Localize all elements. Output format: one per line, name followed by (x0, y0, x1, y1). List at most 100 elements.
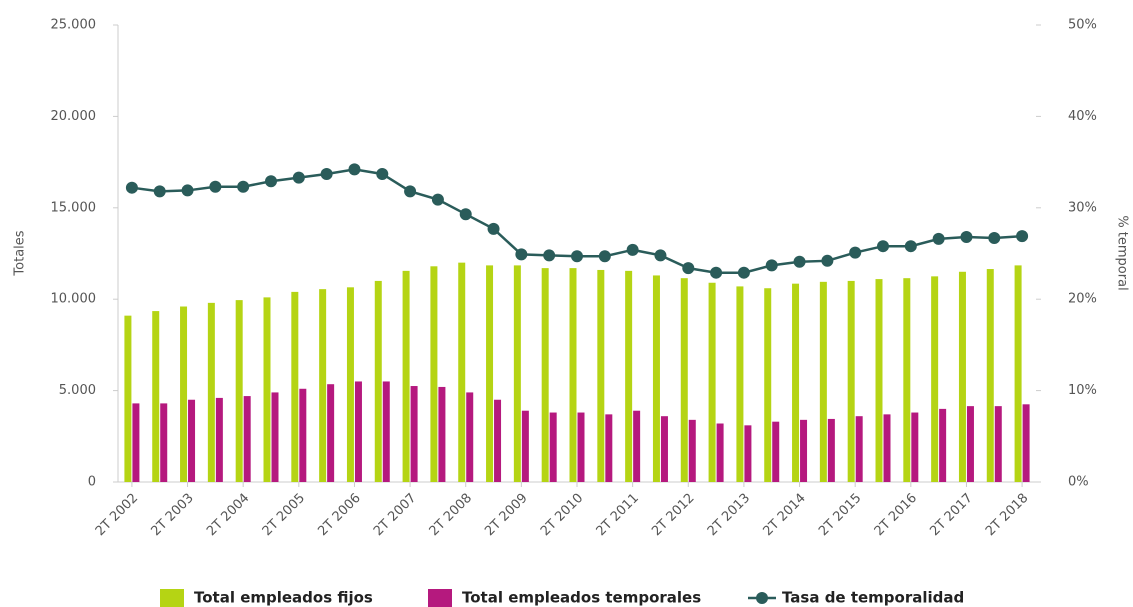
bar (319, 289, 327, 482)
bar (410, 386, 418, 482)
bar (986, 269, 994, 482)
bar (549, 412, 557, 482)
legend-label: Total empleados fijos (194, 589, 373, 607)
bar (521, 410, 529, 482)
line-point (265, 175, 277, 188)
legend-swatch (428, 589, 452, 607)
line-point (459, 208, 472, 221)
x-tick-label: 2T 2009 (482, 491, 530, 539)
bar (931, 276, 939, 482)
x-tick-label: 2T 2012 (649, 491, 697, 539)
bar (633, 410, 641, 482)
line-point (765, 259, 778, 272)
x-tick-label: 2T 2013 (705, 491, 753, 539)
y-tick-label: 25.000 (51, 18, 97, 33)
line-point (932, 232, 945, 245)
bar (382, 381, 390, 482)
bar (744, 425, 752, 482)
line-point (181, 184, 194, 197)
bar (847, 280, 855, 482)
bar (708, 282, 716, 482)
bar (1022, 404, 1030, 482)
y2-axis-label: % temporal (1115, 215, 1130, 290)
bar (180, 306, 188, 482)
x-tick-label: 2T 2018 (983, 491, 1031, 539)
x-tick-label: 2T 2010 (538, 491, 586, 539)
bar (374, 280, 382, 482)
bar (772, 421, 780, 482)
line-point (737, 266, 750, 279)
bar (792, 283, 800, 482)
x-tick-label: 2T 2004 (204, 491, 252, 539)
bar (939, 408, 947, 482)
bar (402, 270, 410, 482)
bar (160, 403, 168, 482)
bar (458, 262, 466, 482)
y-tick-label: 0 (88, 475, 96, 490)
line-point (431, 193, 444, 206)
y-tick-label: 5.000 (59, 383, 96, 398)
line-point (654, 249, 667, 262)
y2-tick-label: 0% (1068, 475, 1089, 490)
y2-tick-label: 10% (1068, 383, 1097, 398)
line-point (710, 266, 723, 279)
line-point (237, 180, 250, 193)
bar (688, 419, 696, 482)
bar (716, 423, 724, 482)
x-tick-label: 2T 2016 (872, 491, 920, 539)
x-tick-label: 2T 2002 (93, 491, 141, 539)
x-tick-label: 2T 2017 (927, 491, 975, 539)
x-tick-label: 2T 2008 (427, 491, 475, 539)
x-tick-label: 2T 2011 (594, 491, 642, 539)
y2-tick-label: 20% (1068, 292, 1097, 307)
bar (263, 297, 271, 482)
line-point (877, 240, 889, 253)
legend-swatch (160, 589, 184, 607)
x-tick-label: 2T 2003 (148, 491, 196, 539)
x-tick-label: 2T 2015 (816, 491, 864, 539)
y-tick-label: 20.000 (51, 109, 97, 124)
bar (819, 281, 827, 482)
bar (327, 384, 335, 482)
line-point (209, 180, 222, 193)
bar (994, 406, 1002, 482)
line-point (515, 248, 528, 261)
legend-label: Total empleados temporales (462, 589, 701, 607)
bar (299, 388, 307, 482)
bar (597, 269, 605, 482)
bar (207, 302, 215, 482)
line-point (404, 185, 417, 198)
x-tick-label: 2T 2005 (260, 491, 308, 539)
bar (235, 300, 243, 482)
y2-tick-label: 40% (1068, 109, 1097, 124)
y-tick-label: 10.000 (51, 292, 97, 307)
y2-tick-label: 30% (1068, 200, 1097, 215)
line-point (125, 181, 138, 194)
bar (736, 286, 744, 482)
line-point (487, 222, 500, 235)
bar (827, 418, 835, 482)
line-point (571, 250, 583, 263)
line-point (543, 249, 556, 262)
bar (569, 268, 577, 482)
bar (243, 396, 251, 482)
bar (903, 278, 911, 482)
y2-tick-label: 50% (1068, 18, 1097, 33)
bar (354, 381, 362, 482)
bar (605, 414, 613, 482)
bar (577, 412, 585, 482)
line-point (960, 231, 973, 244)
bar (494, 399, 502, 482)
bar (291, 291, 299, 482)
line-point (821, 254, 834, 267)
bar (486, 265, 494, 482)
bar (215, 397, 223, 482)
line-point (320, 167, 333, 180)
line-point (292, 171, 305, 184)
bar (438, 386, 446, 482)
bar (1014, 265, 1022, 482)
line-point (1016, 230, 1029, 243)
bar (911, 412, 919, 482)
line-point (682, 262, 695, 275)
